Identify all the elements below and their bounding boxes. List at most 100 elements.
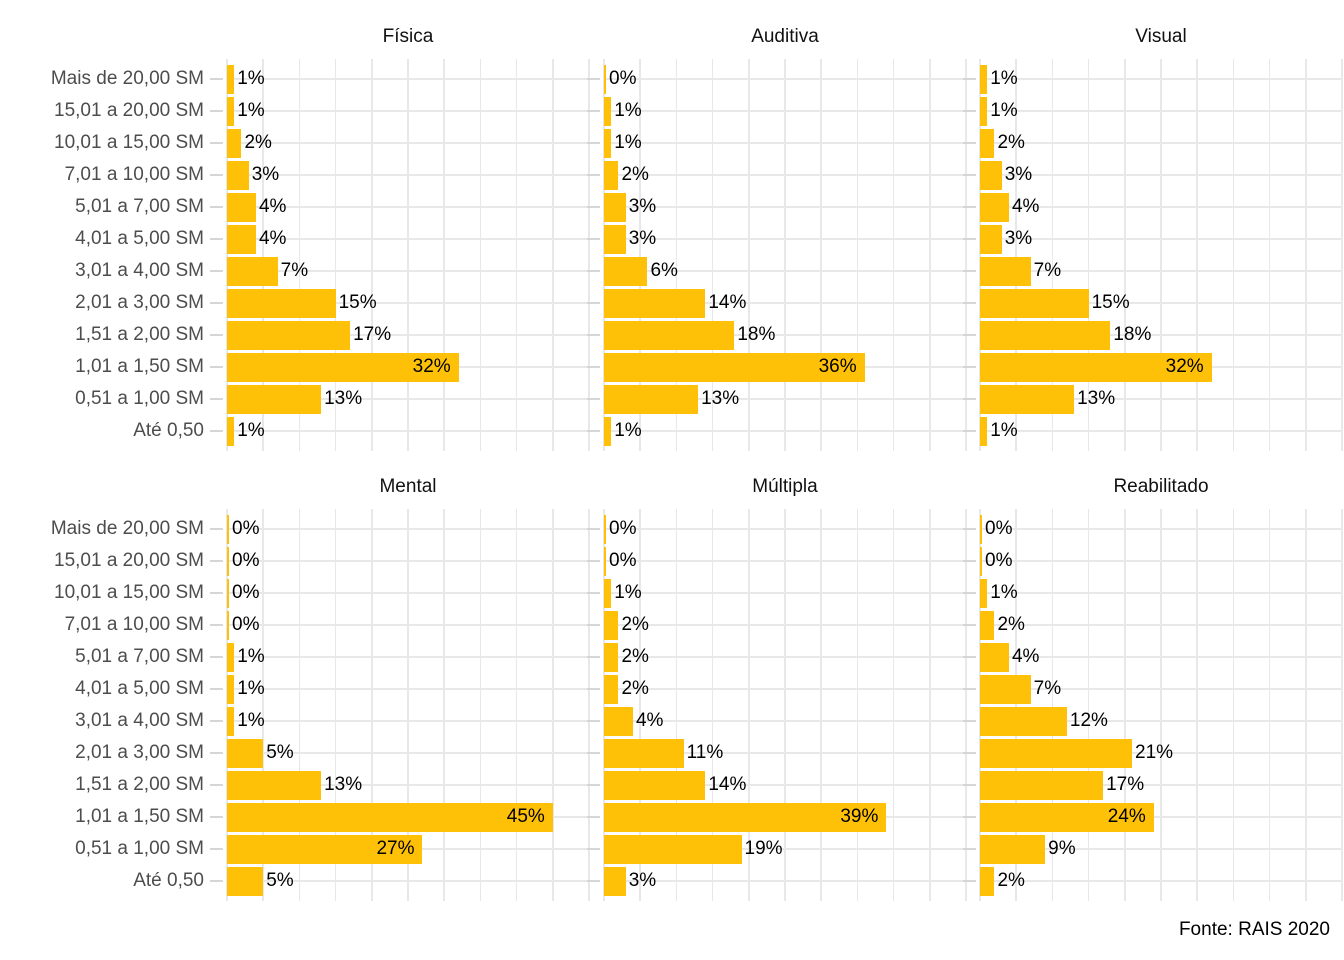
vertical-gridline	[479, 59, 482, 451]
horizontal-gridline	[980, 848, 1342, 850]
vertical-gridline	[1305, 59, 1307, 451]
y-axis-tick	[963, 848, 976, 850]
bar	[980, 706, 1067, 736]
bar-value-label: 14%	[708, 292, 747, 313]
bar	[980, 192, 1009, 222]
horizontal-gridline	[980, 880, 1342, 882]
vertical-gridline	[711, 509, 714, 901]
y-axis-label: 1,01 a 1,50 SM	[75, 356, 204, 377]
vertical-gridline	[1124, 59, 1126, 451]
horizontal-gridline	[980, 78, 1342, 80]
y-axis-label: 15,01 a 20,00 SM	[54, 550, 204, 571]
bar-value-label: 0%	[232, 518, 260, 539]
y-axis-label: 1,51 a 2,00 SM	[75, 324, 204, 345]
vertical-gridline	[856, 509, 859, 901]
vertical-gridline	[1268, 59, 1271, 451]
bar	[980, 128, 995, 158]
bar-value-label: 7%	[280, 260, 309, 281]
y-axis-label: 2,01 a 3,00 SM	[75, 292, 204, 313]
vertical-gridline	[1087, 59, 1090, 451]
bar	[604, 770, 706, 800]
vertical-gridline	[1051, 59, 1054, 451]
vertical-gridline	[588, 509, 590, 901]
bar-value-label: 1%	[990, 68, 1018, 89]
bar	[227, 738, 264, 768]
bar-value-label: 45%	[506, 806, 545, 827]
facet-title: Visual	[1135, 26, 1187, 47]
vertical-gridline	[979, 509, 981, 901]
horizontal-gridline	[227, 142, 589, 144]
horizontal-gridline	[604, 688, 966, 690]
bar-value-label: 2%	[621, 164, 649, 185]
horizontal-gridline	[227, 78, 589, 80]
bar	[227, 642, 235, 672]
y-axis-tick	[210, 752, 223, 754]
y-axis-tick	[587, 206, 600, 208]
bar	[227, 674, 235, 704]
vertical-gridline	[226, 509, 228, 901]
vertical-gridline	[979, 59, 981, 451]
horizontal-gridline	[980, 592, 1342, 594]
y-axis-tick	[587, 366, 600, 368]
bar	[604, 288, 706, 318]
y-axis-label: Até 0,50	[133, 420, 204, 441]
bar-value-label: 15%	[338, 292, 377, 313]
bar	[604, 610, 619, 640]
bar	[227, 770, 322, 800]
y-axis-tick	[587, 592, 600, 594]
y-axis-tick	[210, 528, 223, 530]
horizontal-gridline	[227, 430, 589, 432]
horizontal-gridline	[980, 430, 1342, 432]
y-axis-label: 7,01 a 10,00 SM	[64, 614, 204, 635]
vertical-gridline	[515, 509, 518, 901]
bar	[604, 96, 612, 126]
bar	[980, 96, 988, 126]
horizontal-gridline	[227, 238, 589, 240]
vertical-gridline	[1160, 509, 1162, 901]
bar	[227, 834, 423, 864]
vertical-gridline	[1015, 59, 1017, 451]
y-axis-tick	[587, 528, 600, 530]
y-axis-label: 1,51 a 2,00 SM	[75, 774, 204, 795]
bar-value-label: 1%	[237, 68, 265, 89]
horizontal-gridline	[604, 592, 966, 594]
horizontal-gridline	[227, 720, 589, 722]
y-axis-tick	[210, 688, 223, 690]
bar	[604, 384, 699, 414]
bar	[227, 802, 553, 832]
bar-value-label: 3%	[251, 164, 280, 185]
y-axis-label: 1,01 a 1,50 SM	[75, 806, 204, 827]
bar-value-label: 2%	[621, 614, 649, 635]
vertical-gridline	[588, 59, 590, 451]
y-axis-label: Mais de 20,00 SM	[50, 68, 204, 89]
vertical-gridline	[262, 509, 264, 901]
horizontal-gridline	[980, 528, 1342, 530]
horizontal-gridline	[227, 174, 589, 176]
bar	[980, 642, 1009, 672]
bar-value-label: 0%	[232, 614, 260, 635]
y-axis-tick	[587, 656, 600, 658]
bar-value-label: 1%	[990, 100, 1018, 121]
bar	[980, 160, 1002, 190]
vertical-gridline	[784, 59, 786, 451]
bar	[980, 416, 988, 446]
y-axis-tick	[587, 334, 600, 336]
bar-value-label: 4%	[635, 710, 664, 731]
vertical-gridline	[1305, 509, 1307, 901]
horizontal-gridline	[227, 688, 589, 690]
vertical-gridline	[552, 509, 554, 901]
bar	[980, 738, 1133, 768]
vertical-gridline	[552, 59, 554, 451]
bar-value-label: 0%	[232, 582, 260, 603]
bar-value-label: 12%	[1069, 710, 1108, 731]
vertical-gridline	[371, 59, 373, 451]
bar-value-label: 13%	[1077, 388, 1116, 409]
horizontal-gridline	[604, 174, 966, 176]
horizontal-gridline	[980, 720, 1342, 722]
y-axis-label: 3,01 a 4,00 SM	[75, 710, 204, 731]
horizontal-gridline	[980, 752, 1342, 754]
y-axis-tick	[587, 720, 600, 722]
vertical-gridline	[892, 509, 895, 901]
y-axis-label: 3,01 a 4,00 SM	[75, 260, 204, 281]
